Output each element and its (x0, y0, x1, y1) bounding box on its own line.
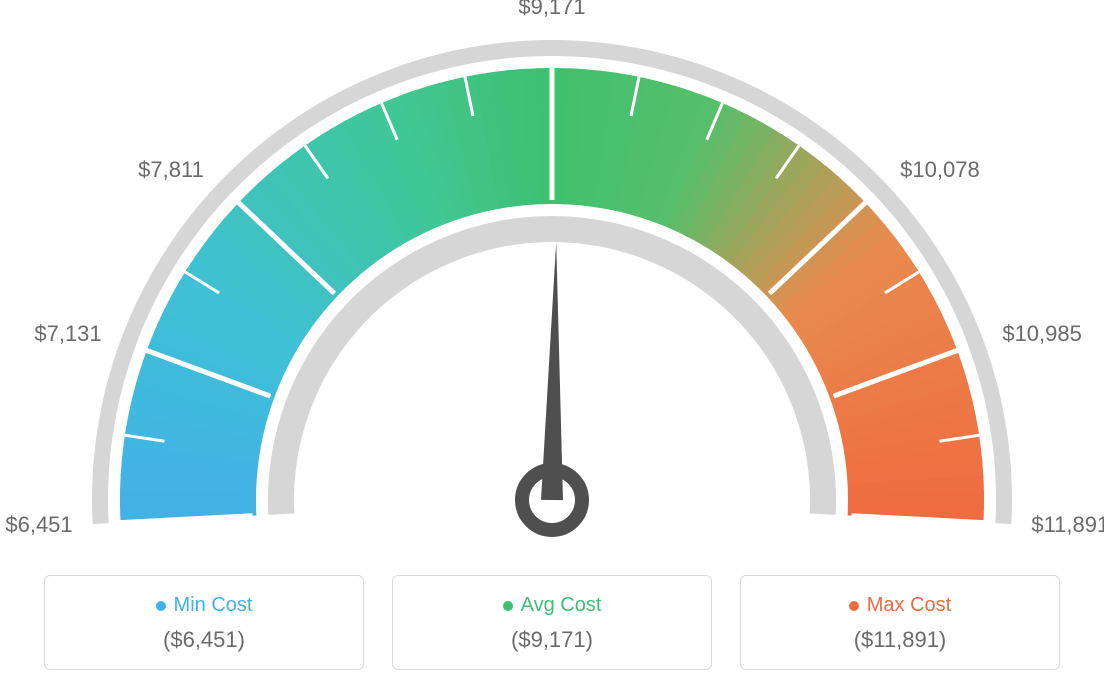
gauge-container: $6,451 $7,131 $7,811 $9,171 $10,078 $10,985 $1… (0, 0, 1104, 540)
tick-label: $11,891 (1031, 512, 1104, 538)
legend-card-max: Max Cost ($11,891) (740, 575, 1060, 670)
tick-label: $10,985 (1002, 321, 1082, 347)
gauge-svg (0, 0, 1104, 540)
needle (541, 242, 563, 500)
tick-label: $7,131 (34, 321, 101, 347)
legend-dot-min (156, 601, 166, 611)
tick-label: $10,078 (900, 157, 980, 183)
legend-row: Min Cost ($6,451) Avg Cost ($9,171) Max … (0, 575, 1104, 670)
legend-label-min: Min Cost (174, 594, 253, 617)
legend-title-max: Max Cost (849, 594, 951, 617)
tick-label: $6,451 (5, 512, 72, 538)
tick-label: $7,811 (138, 157, 204, 183)
tick-label: $9,171 (518, 0, 585, 20)
legend-card-min: Min Cost ($6,451) (44, 575, 364, 670)
legend-title-min: Min Cost (156, 594, 253, 617)
legend-label-avg: Avg Cost (521, 594, 602, 617)
legend-dot-avg (503, 601, 513, 611)
legend-value-min: ($6,451) (55, 627, 353, 653)
legend-label-max: Max Cost (867, 594, 951, 617)
legend-value-avg: ($9,171) (403, 627, 701, 653)
legend-dot-max (849, 601, 859, 611)
legend-value-max: ($11,891) (751, 627, 1049, 653)
legend-card-avg: Avg Cost ($9,171) (392, 575, 712, 670)
legend-title-avg: Avg Cost (503, 594, 602, 617)
